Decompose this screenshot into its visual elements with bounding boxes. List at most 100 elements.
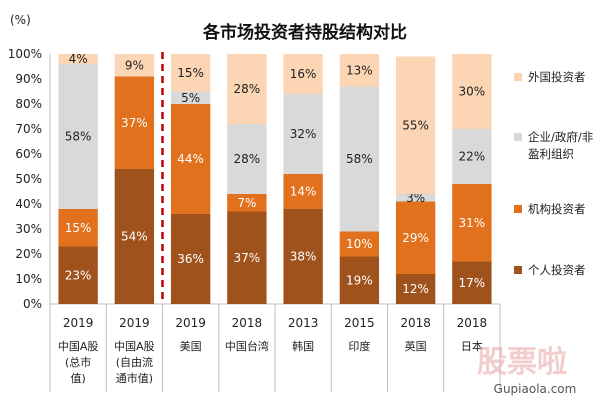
bar-segment <box>114 169 155 304</box>
legend-swatch <box>514 73 522 81</box>
bar-segment <box>452 54 492 129</box>
y-axis-unit: (%) <box>10 13 31 27</box>
data-label: 38% <box>290 250 317 264</box>
x-tick-year: 2019 <box>175 316 206 330</box>
x-tick-market: 英国 <box>405 339 427 353</box>
x-tick-market: 通市值) <box>116 371 153 385</box>
bar-segment <box>170 214 211 304</box>
bar-segment <box>395 274 436 304</box>
y-tick-label: 0% <box>23 297 42 311</box>
bar-segment <box>283 94 323 174</box>
data-label: 15% <box>177 66 204 80</box>
data-label: 55% <box>402 118 429 132</box>
watermark: 股票啦 Gupiaola.com <box>477 345 576 396</box>
data-label: 4% <box>69 52 88 66</box>
bar-segment <box>114 54 155 77</box>
y-tick-label: 20% <box>15 247 42 261</box>
bar-segment <box>227 54 267 124</box>
data-label: 7% <box>237 196 256 210</box>
data-label: 30% <box>459 85 486 99</box>
bar-segment <box>58 246 98 304</box>
bar-segment <box>339 86 380 232</box>
legend-swatch <box>514 205 522 213</box>
bar-segment <box>283 54 323 94</box>
x-tick-market: 美国 <box>180 340 202 353</box>
legend-swatch <box>514 266 522 274</box>
x-tick-market: 值) <box>70 372 85 385</box>
legend-swatch <box>514 133 522 141</box>
bar-segment <box>227 124 267 194</box>
x-tick-market: (总市 <box>65 355 91 369</box>
data-label: 37% <box>121 116 148 130</box>
x-tick-year: 2018 <box>232 316 263 330</box>
data-label: 10% <box>346 237 373 251</box>
data-label: 54% <box>121 230 148 244</box>
data-label: 36% <box>177 252 204 266</box>
bar-segment <box>227 194 267 212</box>
data-label: 22% <box>459 150 486 164</box>
data-label: 32% <box>290 127 317 141</box>
x-tick-market: 中国A股 <box>114 340 155 353</box>
legend-label: 盈利组织 <box>528 147 574 161</box>
x-tick-market: 韩国 <box>292 339 314 353</box>
y-tick-label: 80% <box>15 97 42 111</box>
y-tick-label: 90% <box>15 72 42 86</box>
bar-segment <box>170 91 211 104</box>
data-label: 31% <box>459 216 486 230</box>
data-label: 58% <box>346 152 373 166</box>
x-tick-year: 2015 <box>344 316 375 330</box>
data-label: 13% <box>346 63 373 77</box>
legend-label: 外国投资者 <box>528 70 586 84</box>
bar-segment <box>170 104 211 214</box>
legend-label: 企业/政府/非 <box>528 130 594 144</box>
bar-segment <box>283 174 323 209</box>
bar-segment <box>227 211 267 304</box>
bar-segment <box>114 76 155 169</box>
y-tick-label: 70% <box>15 122 42 136</box>
data-label: 17% <box>459 276 486 290</box>
chart-title: 各市场投资者持股结构对比 <box>202 22 407 43</box>
y-tick-label: 40% <box>15 197 42 211</box>
x-tick-market: 印度 <box>348 339 370 353</box>
bar-segment <box>58 209 98 247</box>
x-tick-year: 2018 <box>400 316 431 330</box>
watermark-logo: 股票啦 <box>477 345 567 380</box>
x-tick-year: 2018 <box>457 316 488 330</box>
watermark-url: Gupiaola.com <box>494 382 577 396</box>
bar-segment <box>58 64 98 209</box>
data-label: 16% <box>290 67 317 81</box>
data-label: 37% <box>234 251 261 265</box>
bar-segment <box>452 261 492 304</box>
plot-area: 0% 10% 20% 30% 40% 50% 60% 70% 80% 90% 100% 23% 15% 5… <box>8 47 501 392</box>
legend-label: 机构投资者 <box>528 202 586 216</box>
legend-label: 个人投资者 <box>528 263 586 277</box>
data-label: 44% <box>177 152 204 166</box>
data-label: 9% <box>125 58 144 72</box>
bar-segment <box>339 256 380 304</box>
y-tick-label: 10% <box>15 272 42 286</box>
y-tick-label: 50% <box>15 172 42 186</box>
y-tick-label: 100% <box>8 47 42 61</box>
bar-segment <box>452 129 492 184</box>
data-label: 5% <box>181 91 200 105</box>
data-label: 19% <box>346 273 373 287</box>
bar-segment <box>283 209 323 304</box>
data-label: 12% <box>402 282 429 296</box>
x-tick-market: 中国台湾 <box>225 339 269 353</box>
x-tick-market: 日本 <box>461 339 483 353</box>
y-tick-label: 60% <box>15 147 42 161</box>
x-tick-market: (自由流 <box>116 355 153 369</box>
bar-segment <box>395 194 436 202</box>
data-label: 58% <box>65 130 92 144</box>
bar-segment <box>452 184 492 262</box>
data-label: 3% <box>406 191 425 205</box>
bar-segment <box>339 231 380 257</box>
bar-segment <box>395 56 436 194</box>
bar-segment <box>170 54 211 92</box>
bar-segment <box>395 201 436 274</box>
data-label: 28% <box>234 82 261 96</box>
data-label: 29% <box>402 231 429 245</box>
